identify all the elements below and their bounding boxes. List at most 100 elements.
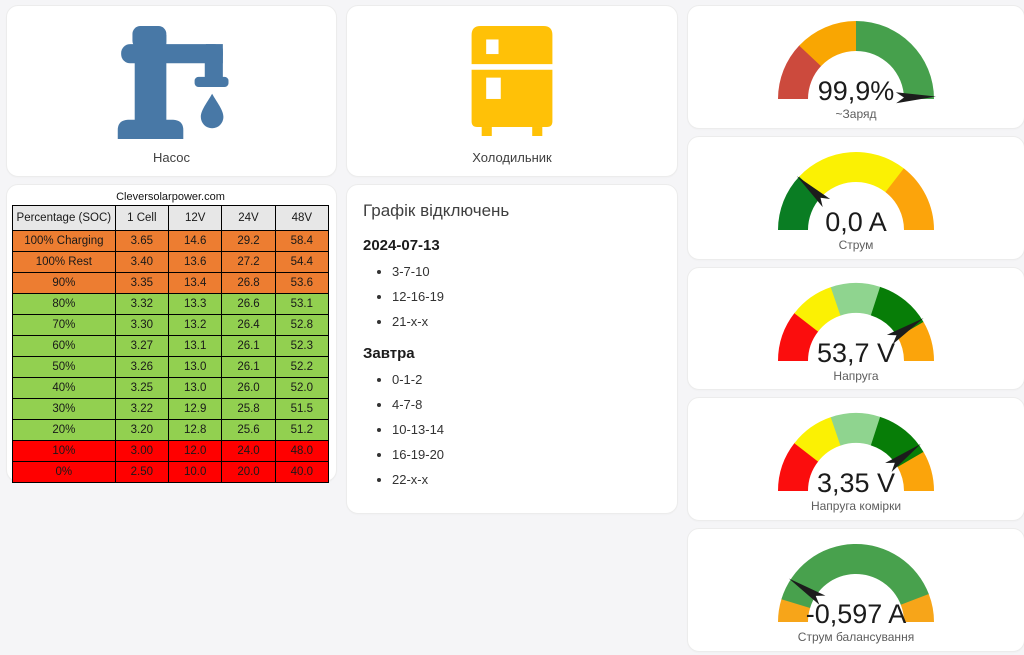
gauge-segment bbox=[897, 452, 934, 492]
schedule-list: 0-1-2 4-7-8 10-13-14 16-19-20 22-x-x bbox=[363, 372, 661, 487]
pump-label: Насос bbox=[153, 150, 190, 165]
table-cell: 40.0 bbox=[274, 461, 330, 483]
gauge-needle bbox=[895, 92, 936, 104]
table-cell: 3.35 bbox=[114, 272, 170, 294]
table-cell: 13.2 bbox=[168, 314, 223, 336]
table-cell: 26.4 bbox=[221, 314, 276, 336]
table-cell: 48.0 bbox=[274, 440, 330, 462]
gauge-balance-current[interactable]: -0,597 A Струм балансування bbox=[687, 528, 1024, 652]
table-row: 70% 3.30 13.2 26.4 52.8 bbox=[12, 314, 330, 336]
gauge-segment bbox=[778, 45, 822, 99]
table-cell: 13.0 bbox=[168, 356, 223, 378]
gauge: 53,7 V bbox=[778, 282, 934, 368]
soc-table-header-cell: 12V bbox=[168, 205, 223, 231]
table-cell: 29.2 bbox=[221, 230, 276, 252]
fridge-card[interactable]: Холодильник bbox=[346, 5, 678, 177]
table-cell: 54.4 bbox=[274, 251, 330, 273]
table-cell: 70% bbox=[12, 314, 116, 336]
schedule-sections: 2024-07-13 3-7-10 12-16-19 21-x-x Завтра 0-1-… bbox=[363, 237, 661, 487]
table-cell: 50% bbox=[12, 356, 116, 378]
gauge-segments bbox=[778, 544, 934, 623]
table-cell: 26.1 bbox=[221, 356, 276, 378]
schedule-list: 3-7-10 12-16-19 21-x-x bbox=[363, 264, 661, 329]
table-row: 90% 3.35 13.4 26.8 53.6 bbox=[12, 272, 330, 294]
table-cell: 13.3 bbox=[168, 293, 223, 315]
pump-card[interactable]: Насос bbox=[6, 5, 337, 177]
gauge-voltage[interactable]: 53,7 V Напруга bbox=[687, 266, 1024, 391]
table-row: 30% 3.22 12.9 25.8 51.5 bbox=[12, 398, 330, 420]
fridge-label: Холодильник bbox=[472, 150, 552, 165]
table-cell: 13.6 bbox=[168, 251, 223, 273]
gauge-segment bbox=[830, 413, 881, 446]
table-cell: 20% bbox=[12, 419, 116, 441]
gauge-value: -0,597 A bbox=[806, 599, 907, 629]
left-column: Насос Cleversolarpower.com Percentage (S… bbox=[6, 5, 337, 652]
table-cell: 25.6 bbox=[221, 419, 276, 441]
table-cell: 0% bbox=[12, 461, 116, 483]
gauge-segments bbox=[778, 413, 934, 492]
gauge-value: 0,0 A bbox=[825, 207, 887, 237]
table-row: 0% 2.50 10.0 20.0 40.0 bbox=[12, 461, 330, 483]
gauge-segment bbox=[778, 312, 819, 361]
gauge-segment bbox=[870, 417, 924, 468]
gauge-cell-voltage[interactable]: 3,35 V Напруга комірки bbox=[687, 397, 1024, 522]
schedule-item: 22-x-x bbox=[392, 472, 661, 487]
schedule-title: Графік відключень bbox=[363, 201, 510, 220]
gauge-label: ~Заряд bbox=[835, 107, 877, 121]
table-row: 80% 3.32 13.3 26.6 53.1 bbox=[12, 293, 330, 315]
gauge-segment bbox=[799, 151, 905, 197]
fridge-icon bbox=[471, 26, 553, 136]
table-cell: 14.6 bbox=[168, 230, 223, 252]
table-cell: 26.1 bbox=[221, 335, 276, 357]
table-row: 10% 3.00 12.0 24.0 48.0 bbox=[12, 440, 330, 462]
gauge-charge[interactable]: 99,9% ~Заряд bbox=[687, 5, 1024, 129]
soc-table-header-cell: Percentage (SOC) bbox=[12, 205, 116, 231]
table-cell: 80% bbox=[12, 293, 116, 315]
table-cell: 52.0 bbox=[274, 377, 330, 399]
table-cell: 26.0 bbox=[221, 377, 276, 399]
table-row: 100% Rest 3.40 13.6 27.2 54.4 bbox=[12, 251, 330, 273]
schedule-section-heading: 2024-07-13 bbox=[363, 237, 440, 254]
gauge-label: Струм балансування bbox=[797, 630, 915, 645]
table-cell: 40% bbox=[12, 377, 116, 399]
gauge-segments bbox=[778, 282, 934, 361]
table-cell: 51.2 bbox=[274, 419, 330, 441]
middle-column: Холодильник Графік відключень 2024-07-13… bbox=[346, 5, 678, 652]
table-cell: 3.30 bbox=[114, 314, 170, 336]
table-cell: 100% Rest bbox=[12, 251, 116, 273]
gauge: 99,9% bbox=[778, 21, 936, 106]
gauge-segment bbox=[794, 417, 841, 462]
gauge-current[interactable]: 0,0 A Струм bbox=[687, 135, 1024, 260]
table-cell: 3.26 bbox=[114, 356, 170, 378]
table-cell: 20.0 bbox=[221, 461, 276, 483]
gauge-segment bbox=[794, 286, 841, 332]
schedule-item: 10-13-14 bbox=[392, 422, 661, 437]
table-cell: 3.25 bbox=[114, 377, 170, 399]
table-cell: 3.32 bbox=[114, 293, 170, 315]
gauge-needle bbox=[886, 317, 924, 344]
table-cell: 13.1 bbox=[168, 335, 223, 357]
table-cell: 10.0 bbox=[168, 461, 223, 483]
table-cell: 27.2 bbox=[221, 251, 276, 273]
table-cell: 3.20 bbox=[114, 419, 170, 441]
soc-table-header-cell: 24V bbox=[221, 205, 276, 231]
gauge-needle bbox=[885, 444, 921, 473]
table-cell: 52.3 bbox=[274, 335, 330, 357]
gauge-value: 3,35 V bbox=[817, 468, 895, 498]
table-cell: 3.22 bbox=[114, 398, 170, 420]
table-row: 40% 3.25 13.0 26.0 52.0 bbox=[12, 377, 330, 399]
soc-table-title: Cleversolarpower.com bbox=[116, 191, 225, 203]
soc-table-header-cell: 48V bbox=[274, 205, 330, 231]
gauge-value: 53,7 V bbox=[817, 338, 895, 368]
schedule-item: 0-1-2 bbox=[392, 372, 661, 387]
water-pump-icon bbox=[117, 26, 228, 139]
table-cell: 52.2 bbox=[274, 356, 330, 378]
gauge-segment bbox=[778, 443, 819, 492]
table-cell: 26.6 bbox=[221, 293, 276, 315]
table-cell: 30% bbox=[12, 398, 116, 420]
table-cell: 12.0 bbox=[168, 440, 223, 462]
table-cell: 3.00 bbox=[114, 440, 170, 462]
table-cell: 100% Charging bbox=[12, 230, 116, 252]
table-cell: 12.9 bbox=[168, 398, 223, 420]
